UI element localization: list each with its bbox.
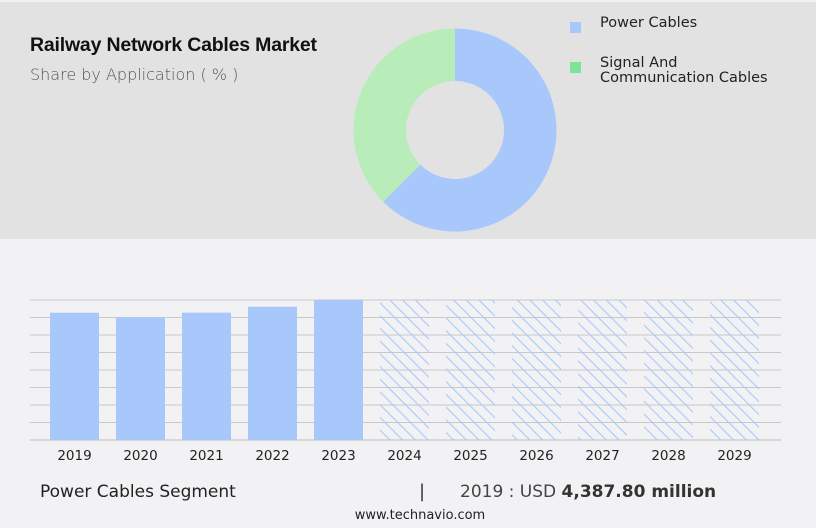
source-url: www.technavio.com (354, 508, 486, 523)
x-label-2019: 2019 (57, 448, 91, 464)
legend-label-line1: Signal And (600, 55, 678, 71)
donut-slice-power-cables (383, 28, 557, 232)
bar-chart: 2019 2020 2021 2022 2023 2024 2025 2026 2027 2028… (30, 299, 781, 464)
legend-label-line2: Communication Cables (600, 70, 768, 86)
segment-value: 2019 : USD 4,387.80 million (460, 482, 716, 502)
segment-value-prefix: 2019 : USD (460, 482, 562, 502)
x-label-2020: 2020 (123, 448, 157, 464)
forecast-bar-2029 (710, 300, 759, 440)
bar-2019 (50, 312, 99, 440)
donut-chart (353, 28, 557, 232)
segment-label: Power Cables Segment (40, 482, 236, 502)
bars (50, 300, 759, 440)
x-label-2022: 2022 (255, 448, 289, 464)
donut-slice-signal-cables (353, 28, 455, 202)
x-label-2021: 2021 (189, 448, 223, 464)
x-label-2024: 2024 (387, 448, 421, 464)
legend-swatch-power-cables (570, 22, 581, 33)
forecast-bar-2025 (446, 300, 495, 440)
bar-2020 (116, 317, 165, 440)
x-label-2026: 2026 (519, 448, 553, 464)
x-label-2028: 2028 (651, 448, 685, 464)
legend-swatch-signal-cables (570, 62, 581, 73)
top-panel: Railway Network Cables Market Share by A… (0, 0, 816, 239)
chart-subtitle: Share by Application ( % ) (30, 65, 239, 84)
segment-value-amount: 4,387.80 million (561, 482, 717, 502)
x-label-2029: 2029 (717, 448, 751, 464)
bar-2022 (248, 306, 297, 440)
chart-title: Railway Network Cables Market (30, 34, 317, 56)
forecast-bar-2028 (644, 300, 693, 440)
forecast-bar-2027 (578, 300, 627, 440)
legend-label-signal-cables: Signal And Communication Cables (600, 56, 768, 86)
bar-2023 (314, 300, 363, 440)
x-label-2025: 2025 (453, 448, 487, 464)
bar-2021 (182, 312, 231, 440)
x-label-2023: 2023 (321, 448, 355, 464)
legend-label-power-cables: Power Cables (600, 15, 698, 31)
forecast-bar-2026 (512, 300, 561, 440)
x-axis-labels: 2019 2020 2021 2022 2023 2024 2025 2026 2027 2028… (57, 448, 751, 464)
footer-separator: | (419, 481, 426, 502)
x-label-2027: 2027 (585, 448, 619, 464)
forecast-bar-2024 (380, 300, 429, 440)
